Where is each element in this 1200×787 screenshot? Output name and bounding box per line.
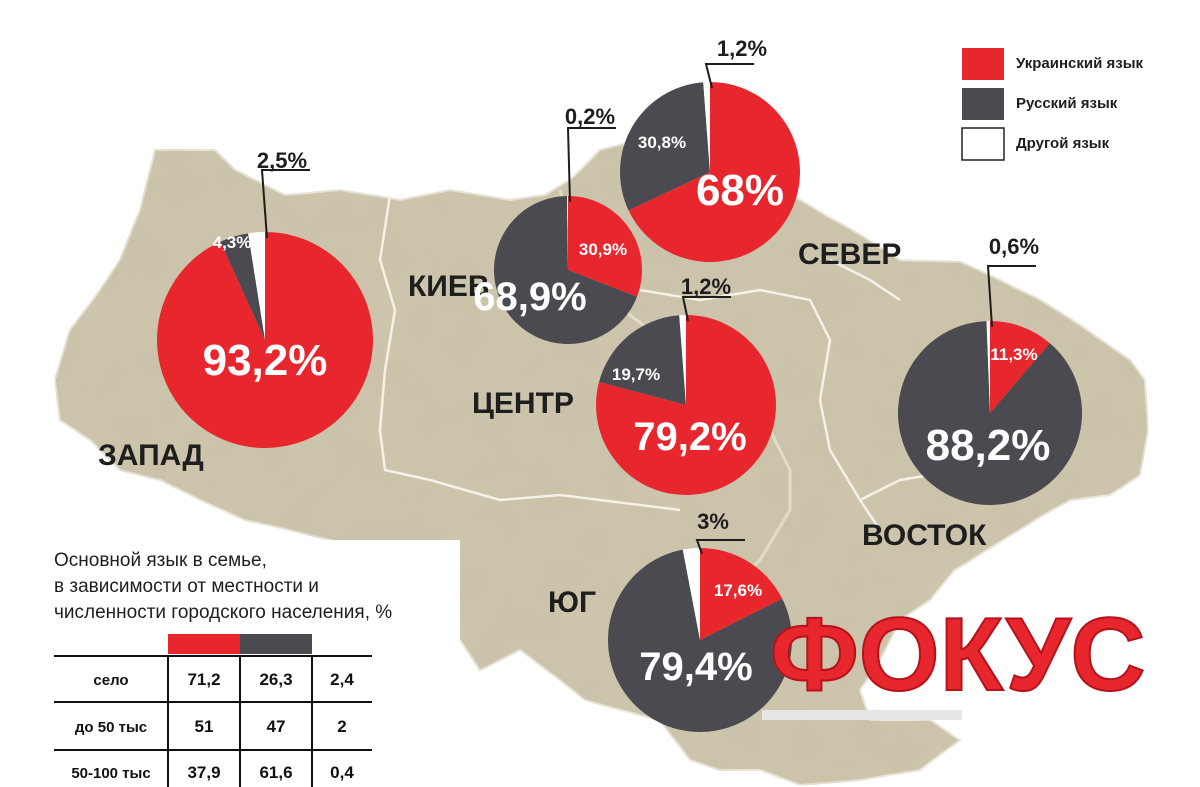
pie-slice-other	[248, 232, 265, 340]
pie-vostok: 88,2% 11,3% 0,6%	[898, 234, 1083, 506]
pie-slice-ukrainian	[568, 196, 642, 297]
pie-callout-line	[704, 63, 754, 89]
pie-slice-other	[679, 315, 686, 405]
legend-swatch-other	[961, 127, 1005, 161]
region-border	[599, 288, 882, 531]
table-header-ukrainian	[168, 634, 240, 654]
pie-label-main: 79,4%	[639, 645, 752, 689]
pie-yug: 79,4% 17,6% 3%	[608, 509, 793, 732]
pie-label-other: 1,2%	[681, 274, 731, 299]
brand-text: ФОКУС	[770, 597, 1146, 713]
pie-label-other: 0,6%	[989, 234, 1039, 259]
table-cell: 37,9	[187, 763, 220, 782]
pie-callout-line	[681, 296, 731, 322]
region-label-kiev: КИЕВ	[408, 270, 490, 303]
table-row-label: 50-100 тыс	[71, 765, 150, 782]
region-label-vostok: ВОСТОК	[862, 519, 987, 552]
table-row-label: село	[93, 672, 128, 689]
region-label-sever: СЕВЕР	[798, 238, 901, 271]
table-title-line-2: в зависимости от местности и	[54, 576, 319, 597]
pie-label-other: 0,2%	[565, 104, 615, 129]
pie-label-secondary: 11,3%	[990, 345, 1037, 364]
legend: Украинский язык Русский язык Другой язык	[961, 48, 1144, 161]
table-cell: 51	[195, 717, 214, 736]
pie-label-secondary: 30,8%	[638, 133, 686, 152]
pie-callout-line	[566, 127, 616, 203]
pie-label-secondary: 4,3%	[213, 233, 252, 252]
pie-slice-ukrainian	[628, 82, 800, 262]
pie-charts: 93,2%4,3%2,5%68,9%30,9%0,2%68%30,8%1,2%7…	[157, 36, 1083, 732]
table-row-label: до 50 тыс	[75, 719, 147, 736]
pie-slice-other	[567, 196, 568, 270]
table-cell: 2,4	[330, 670, 354, 689]
pie-label-other: 1,2%	[717, 36, 767, 61]
brand-underline	[762, 710, 962, 720]
table-cell: 26,3	[259, 670, 292, 689]
legend-swatch-ukrainian	[962, 48, 1004, 80]
pie-sever: 68% 30,8% 1,2%	[619, 36, 800, 262]
pie-slice-russian	[608, 549, 793, 732]
table-cell: 47	[267, 717, 286, 736]
pie-slice-russian	[599, 315, 686, 405]
pie-label-main: 79,2%	[633, 415, 746, 459]
table-title-line-1: Основной язык в семье,	[54, 550, 267, 571]
pie-slice-other	[682, 548, 700, 640]
table-cell: 0,4	[330, 763, 354, 782]
pie-slice-other	[703, 82, 710, 172]
pie-callout-line	[695, 539, 745, 555]
table-title-line-3: численности городского населения, %	[54, 602, 392, 623]
region-label-zapad: ЗАПАД	[98, 439, 204, 472]
table-cell: 71,2	[187, 670, 220, 689]
pie-label-other: 2,5%	[257, 148, 307, 173]
legend-swatch-russian	[962, 88, 1004, 120]
pie-kiev: 68,9% 30,9% 0,2%	[473, 104, 642, 344]
table-cell: 2	[337, 717, 346, 736]
pie-label-other: 3%	[697, 509, 729, 534]
legend-label-russian: Русский язык	[1016, 95, 1118, 112]
region-label-yug: ЮГ	[548, 586, 596, 619]
pie-label-secondary: 17,6%	[714, 581, 762, 600]
pie-label-main: 93,2%	[203, 336, 328, 385]
region-border	[378, 194, 681, 512]
pie-label-secondary: 19,7%	[612, 365, 660, 384]
pie-slice-ukrainian	[700, 548, 783, 640]
pie-slice-russian	[220, 233, 265, 340]
brand-logo: ФОКУС	[762, 596, 1147, 720]
pie-slice-ukrainian	[990, 321, 1050, 413]
legend-label-other: Другой язык	[1016, 135, 1110, 152]
pie-label-secondary: 30,9%	[579, 240, 627, 259]
pie-slice-other	[986, 321, 990, 413]
pie-label-main: 68,9%	[473, 275, 586, 319]
region-border	[829, 258, 901, 302]
region-label-centr: ЦЕНТР	[472, 387, 574, 420]
table-cell: 61,6	[259, 763, 292, 782]
table-bg	[40, 540, 460, 787]
pie-centr: 79,2% 19,7% 1,2%	[595, 274, 776, 495]
pie-slice-russian	[619, 82, 710, 211]
table-header-other	[312, 634, 372, 654]
language-by-settlement-table: Основной язык в семье, в зависимости от …	[40, 540, 460, 787]
legend-label-ukrainian: Украинский язык	[1016, 55, 1144, 72]
pie-callout-line	[986, 265, 1036, 328]
pie-slice-russian	[494, 196, 637, 344]
pie-slice-russian	[898, 321, 1083, 506]
pie-label-main: 88,2%	[926, 421, 1051, 470]
pie-label-main: 68%	[696, 166, 784, 215]
table-header-russian	[240, 634, 312, 654]
pie-zapad: 93,2% 4,3% 2,5%	[157, 148, 373, 448]
pie-callout-line	[260, 169, 310, 239]
region-labels: ЗАПАД КИЕВ СЕВЕР ЦЕНТР ВОСТОК ЮГ	[98, 238, 987, 619]
